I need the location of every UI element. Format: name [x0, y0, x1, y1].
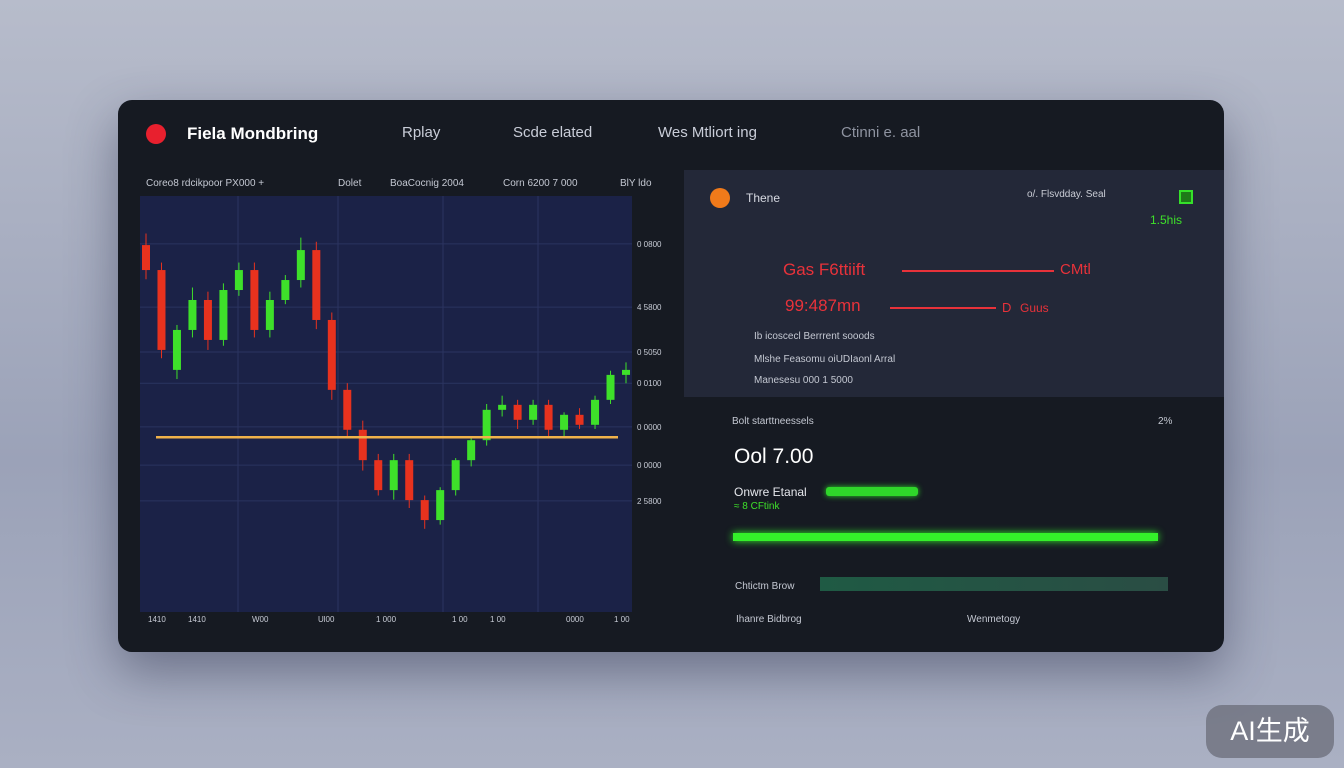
logo — [146, 124, 166, 144]
x-tick-label: 1 00 — [452, 615, 468, 624]
candle-body — [544, 404, 553, 430]
candle-body — [234, 270, 243, 291]
candle-body — [265, 300, 274, 330]
candle-body — [498, 404, 507, 410]
info-rate: 1.5his — [1150, 213, 1183, 227]
candle-body — [281, 280, 290, 300]
y-tick-label: 0 5050 — [637, 348, 662, 357]
alert-value: Guus — [1020, 301, 1049, 315]
info-icon — [710, 188, 730, 208]
x-tick-label: W00 — [252, 615, 269, 624]
candle-body — [436, 490, 445, 521]
candle-body — [467, 440, 476, 461]
y-tick-label: 0 0100 — [637, 379, 662, 388]
alert-marker: D — [1002, 300, 1012, 315]
candle-body — [405, 460, 414, 501]
alert-line — [890, 307, 996, 309]
info-note: Mlshe Feasomu oiUDIaonl Arral — [754, 354, 896, 365]
candle-body — [312, 250, 321, 320]
nav-item[interactable]: Scde elated — [513, 124, 593, 141]
alert-line — [902, 270, 1054, 272]
nav-item[interactable]: Rplay — [402, 124, 441, 141]
nav-item[interactable]: Wes Mtliort ing — [658, 124, 757, 141]
candle-body — [327, 319, 336, 390]
candle-body — [157, 270, 166, 350]
candle-body — [188, 300, 197, 330]
candle-body — [203, 300, 212, 340]
y-tick-label: 0 0000 — [637, 461, 662, 470]
y-tick-label: 0 0000 — [637, 423, 662, 432]
x-tick-label: 0000 — [566, 615, 584, 624]
chart-header: Corn 6200 7 000 — [503, 178, 578, 189]
candle-body — [560, 414, 569, 430]
stats-sub: ≈ 8 CFtink — [734, 501, 780, 512]
stats-footer: Wenmetogy — [967, 614, 1021, 625]
alert-label: 99:487mn — [785, 296, 861, 315]
candle-body — [529, 404, 538, 420]
chart-header: Coreo8 rdcikpoor PX000 + — [146, 178, 265, 189]
y-tick-label: 2 5800 — [637, 497, 662, 506]
stats-title: Bolt starttneessels — [732, 416, 814, 427]
stats-footer: Ihanre Bidbrog — [736, 614, 802, 625]
x-tick-label: 1410 — [188, 615, 206, 624]
candle-body — [343, 389, 352, 430]
candle-body — [575, 414, 584, 425]
candle-body — [358, 429, 367, 461]
candle-body — [513, 404, 522, 420]
stats-value: Ool 7.00 — [734, 445, 814, 468]
app-title: Fiela Mondbring — [187, 124, 319, 143]
candle-body — [622, 369, 630, 375]
candle-body — [482, 409, 491, 441]
progress-bar — [820, 577, 1168, 591]
candle-body — [142, 245, 150, 271]
candle-body — [389, 460, 398, 491]
info-card: Thene o/. Flsvdday. Seal 1.5his Gas F6tt… — [684, 170, 1224, 397]
alert-value: CMtl — [1060, 261, 1091, 278]
chart-header: BoaCocnig 2004 — [390, 178, 464, 189]
chart-header: Dolet — [338, 178, 362, 189]
candlestick-chart: 0 0800 4 5800 0 5050 0 0100 0 0000 0 0000 2 58… — [140, 196, 662, 624]
info-status: o/. Flsvdday. Seal — [1027, 189, 1106, 200]
dashboard: Fiela Mondbring Rplay Scde elated Wes Mt… — [118, 100, 1224, 652]
candle-body — [250, 270, 259, 330]
nav-item[interactable]: Ctinni e. aal — [841, 124, 921, 141]
stats-row: Chtictm Brow — [735, 581, 795, 592]
alert-label: Gas F6ttiift — [783, 260, 866, 279]
x-tick-label: Ul00 — [318, 615, 335, 624]
progress-bar — [826, 487, 918, 496]
stats-pct: 2% — [1158, 416, 1173, 427]
candle-body — [451, 460, 460, 491]
info-note: Ib icoscecl Berrrent sooods — [754, 331, 875, 342]
x-tick-label: 1 00 — [614, 615, 630, 624]
y-tick-label: 4 5800 — [637, 303, 662, 312]
x-tick-label: 1 00 — [490, 615, 506, 624]
x-tick-label: 1 000 — [376, 615, 397, 624]
candle-body — [219, 290, 228, 340]
progress-bar — [733, 533, 1158, 541]
candle-body — [606, 374, 615, 400]
stats-row: Onwre Etanal — [734, 485, 807, 499]
chart-header: BlY ldo — [620, 178, 652, 189]
candle-body — [172, 329, 181, 370]
candle-body — [591, 399, 600, 425]
info-label: Thene — [746, 191, 781, 205]
candle-body — [420, 500, 429, 521]
status-toggle[interactable] — [1179, 190, 1193, 204]
candle-body — [296, 250, 305, 281]
candle-body — [374, 460, 383, 491]
plot-area — [140, 196, 632, 612]
watermark: AI生成 — [1206, 705, 1334, 758]
info-note: Manesesu 000 1 5000 — [754, 375, 853, 386]
x-tick-label: 1410 — [148, 615, 166, 624]
y-tick-label: 0 0800 — [637, 240, 662, 249]
